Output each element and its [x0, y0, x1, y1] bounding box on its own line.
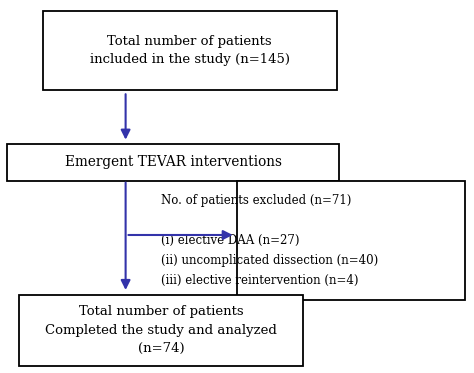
- FancyBboxPatch shape: [43, 11, 337, 90]
- FancyBboxPatch shape: [19, 295, 303, 366]
- Text: Emergent TEVAR interventions: Emergent TEVAR interventions: [64, 155, 282, 169]
- Text: No. of patients excluded (n=71)

(i) elective DAA (n=27)
(ii) uncomplicated diss: No. of patients excluded (n=71) (i) elec…: [161, 194, 378, 287]
- FancyBboxPatch shape: [237, 181, 465, 300]
- Text: Total number of patients
included in the study (n=145): Total number of patients included in the…: [90, 35, 290, 66]
- FancyBboxPatch shape: [7, 144, 339, 181]
- Text: Total number of patients
Completed the study and analyzed
(n=74): Total number of patients Completed the s…: [45, 305, 277, 355]
